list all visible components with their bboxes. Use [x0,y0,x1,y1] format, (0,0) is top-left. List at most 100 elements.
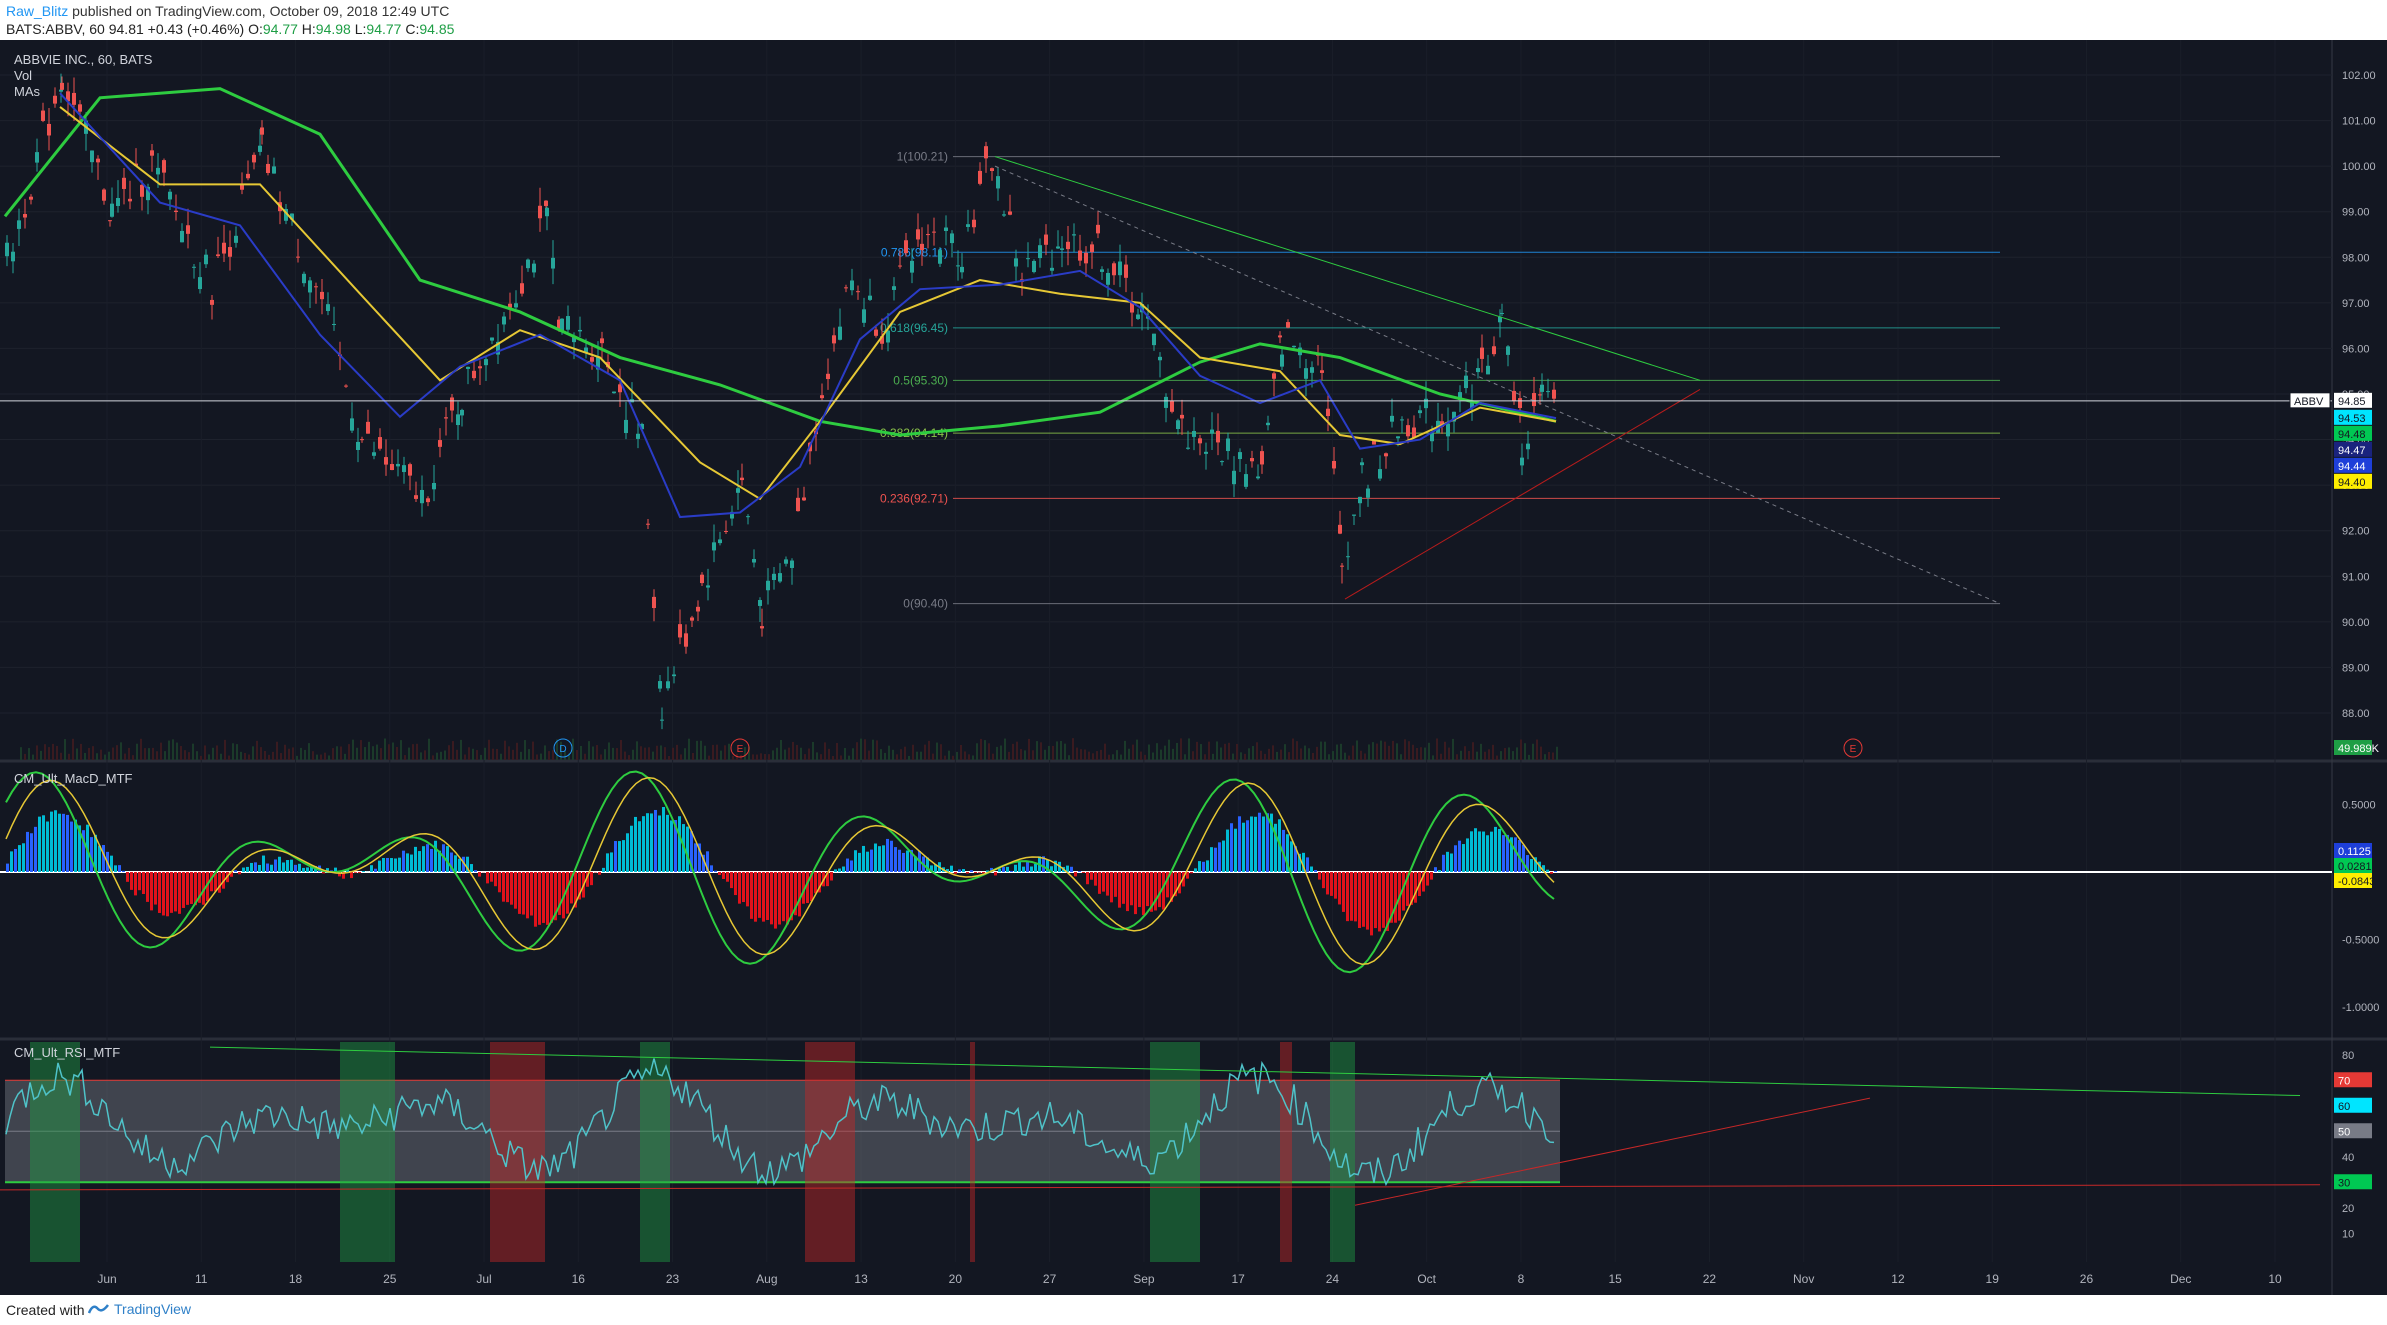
time-tick-label: 27 [1043,1272,1057,1286]
volume-bar [180,746,182,760]
macd-histogram-bar [1126,872,1129,912]
volume-bar [1304,745,1306,760]
candle-body [578,329,582,332]
candle-body [246,173,250,179]
rsi-tick-label: 80 [2342,1050,2354,1062]
volume-bar [1164,745,1166,760]
macd-histogram-bar [450,852,453,872]
rsi-trendline-low [0,1184,2321,1191]
macd-histogram-bar [790,872,793,921]
publish-info: published on TradingView.com, October 09… [72,3,450,19]
macd-pane-title[interactable]: CM_Ult_MacD_MTF [14,771,133,786]
volume-bar [320,754,322,760]
volume-bar [572,738,574,760]
macd-histogram-bar [1198,861,1201,872]
volume-bar [1484,751,1486,760]
volume-bar [1476,751,1478,760]
author-link[interactable]: Raw_Blitz [6,3,69,19]
volume-bar [788,747,790,760]
macd-histogram-bar [1094,872,1097,886]
candle-body [308,280,312,293]
macd-histogram-bar [178,872,181,914]
chart-area[interactable]: 102.00101.00100.0099.0098.0097.0096.0095… [0,40,2387,1295]
candle-body [1038,245,1042,259]
volume-bar [776,747,778,760]
macd-histogram-bar [1362,872,1365,927]
macd-histogram-bar [702,854,705,872]
volume-bar [1112,754,1114,760]
candle-body [1492,346,1496,355]
macd-histogram-bar [1510,837,1513,872]
candle-body [1152,333,1156,346]
volume-bar [868,750,870,760]
fib-level-label: 0.618(96.45) [880,321,948,335]
macd-histogram-bar [62,813,65,872]
macd-histogram-bar [386,857,389,872]
tradingview-brand-link[interactable]: TradingView [114,1301,192,1317]
volume-bar [1060,740,1062,760]
volume-bar [64,739,66,760]
legend-vol[interactable]: Vol [14,68,33,83]
macd-histogram-bar [630,825,633,872]
candle-body [1278,335,1282,338]
volume-bar [1180,738,1182,760]
volume-bar [184,750,186,760]
candle-body [1180,414,1184,419]
candle-body [802,497,806,501]
candle-body [408,464,412,476]
rsi-pane-title[interactable]: CM_Ult_RSI_MTF [14,1045,121,1060]
close-value: 94.85 [419,21,455,37]
candle-body [35,152,39,163]
macd-histogram-bar [1326,872,1329,895]
volume-bar [632,749,634,760]
macd-value-tag: -0.0843 [2338,876,2375,888]
volume-bar [1268,748,1270,760]
volume-bar [220,753,222,760]
volume-bar [424,750,426,760]
macd-histogram-bar [1230,823,1233,872]
candle-body [426,498,430,503]
volume-bar [1384,741,1386,760]
volume-bar [336,746,338,760]
chart-canvas[interactable]: 102.00101.00100.0099.0098.0097.0096.0095… [0,40,2387,1295]
macd-histogram-bar [1190,872,1193,874]
macd-histogram-bar [98,845,101,872]
volume-bar [1088,751,1090,760]
macd-histogram-bar [414,846,417,872]
macd-histogram-bar [1130,872,1133,906]
rsi-zone-highlight [340,1042,395,1262]
candle-body [260,127,264,135]
volume-bar [1556,746,1558,760]
volume-bar [932,753,934,760]
candle-body [344,385,348,387]
macd-histogram-bar [706,851,709,872]
rsi-value-tag-bg [2334,1097,2372,1113]
candle-body [1326,408,1330,417]
macd-histogram-bar [290,859,293,872]
candle-body [1090,244,1094,253]
candle-body [1256,476,1260,479]
macd-value-tag: 0.1125 [2338,846,2371,858]
ma-value-tag: 94.40 [2338,477,2366,489]
macd-histogram-bar [546,872,549,925]
volume-bar [1320,741,1322,760]
macd-histogram-bar [1022,866,1025,872]
macd-histogram-bar [798,872,801,917]
macd-histogram-bar [814,872,817,894]
macd-histogram-bar [398,857,401,872]
candle-body [314,286,318,288]
volume-bar [444,750,446,760]
macd-histogram-bar [1466,838,1469,872]
macd-histogram-bar [1490,831,1493,872]
candle-body [128,198,132,202]
candle-body [258,145,262,152]
legend-mas[interactable]: MAs [14,84,40,99]
volume-bar [820,754,822,760]
volume-bar [1492,744,1494,760]
candle-body [240,183,244,190]
volume-bar [648,747,650,760]
macd-histogram-bar [270,864,273,872]
time-tick-label: Jun [97,1272,116,1286]
macd-histogram-bar [1146,872,1149,907]
macd-histogram-bar [390,858,393,872]
